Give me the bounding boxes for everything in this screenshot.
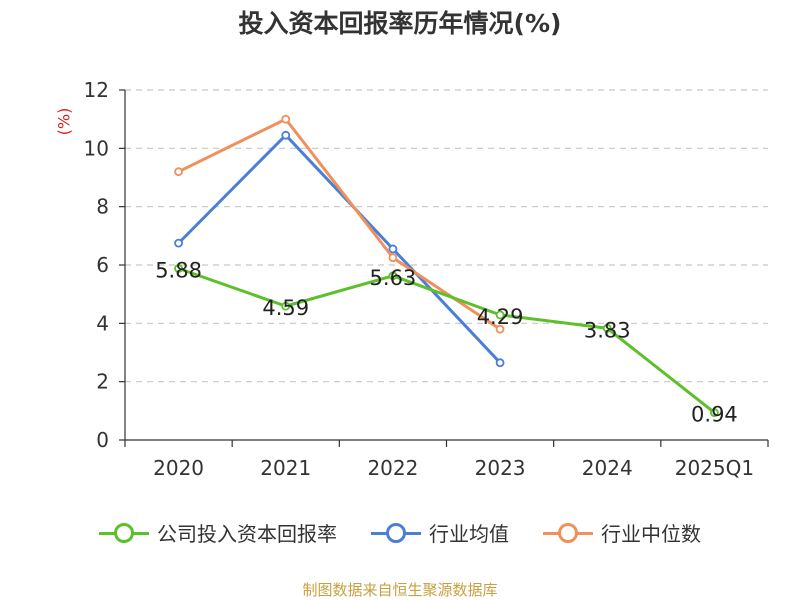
- data-label: 0.94: [691, 403, 738, 427]
- legend-symbol-industry-mean: [371, 522, 421, 544]
- x-tick-label: 2021: [260, 456, 311, 480]
- x-tick-label: 2020: [153, 456, 204, 480]
- data-point-0: [388, 271, 398, 281]
- data-point-2: [495, 324, 505, 334]
- data-label: 4.29: [477, 305, 524, 329]
- legend-item-company[interactable]: 公司投入资本回报率: [99, 518, 337, 547]
- data-point-1: [388, 244, 398, 254]
- chart-title: 投入资本回报率历年情况(%): [238, 9, 562, 38]
- data-source-note: 制图数据来自恒生聚源数据库: [302, 581, 498, 599]
- data-point-0: [710, 408, 719, 417]
- data-point-0: [495, 310, 505, 320]
- y-tick-label: 8: [96, 195, 109, 219]
- legend-symbol-company: [99, 522, 149, 544]
- data-point-0: [602, 323, 612, 333]
- data-point-1: [174, 238, 183, 248]
- data-label: 4.59: [262, 296, 309, 320]
- y-tick-label: 12: [84, 78, 109, 102]
- x-tick-label: 2023: [475, 456, 526, 480]
- y-tick-label: 10: [84, 136, 109, 160]
- data-point-2: [388, 253, 398, 263]
- x-tick-label: 2024: [582, 456, 633, 480]
- legend-item-industry-median[interactable]: 行业中位数: [543, 518, 701, 547]
- y-tick-label: 4: [96, 311, 109, 335]
- data-point-1: [281, 130, 291, 140]
- data-point-0: [174, 264, 183, 273]
- data-point-0: [281, 301, 291, 311]
- y-tick-label: 0: [96, 428, 109, 452]
- x-tick-label: 2025Q1: [675, 456, 754, 480]
- data-point-2: [174, 167, 183, 177]
- data-point-1: [495, 358, 505, 368]
- data-point-2: [281, 114, 291, 124]
- series-line-2: [177, 117, 501, 331]
- data-label: 3.83: [584, 318, 631, 342]
- x-tick-label: 2022: [367, 456, 418, 480]
- legend: 公司投入资本回报率 行业均值 行业中位数: [0, 518, 800, 547]
- legend-symbol-industry-median: [543, 522, 593, 544]
- data-label: 5.88: [155, 259, 202, 283]
- data-label: 5.63: [370, 266, 417, 290]
- series-line-0: [178, 267, 716, 414]
- y-tick-label: 6: [96, 253, 109, 277]
- legend-label-industry-median: 行业中位数: [601, 522, 701, 546]
- legend-label-company: 公司投入资本回报率: [157, 522, 337, 546]
- series-line-1: [177, 133, 502, 364]
- legend-label-industry-mean: 行业均值: [429, 522, 509, 546]
- y-tick-label: 2: [96, 370, 109, 394]
- legend-item-industry-mean[interactable]: 行业均值: [371, 518, 509, 547]
